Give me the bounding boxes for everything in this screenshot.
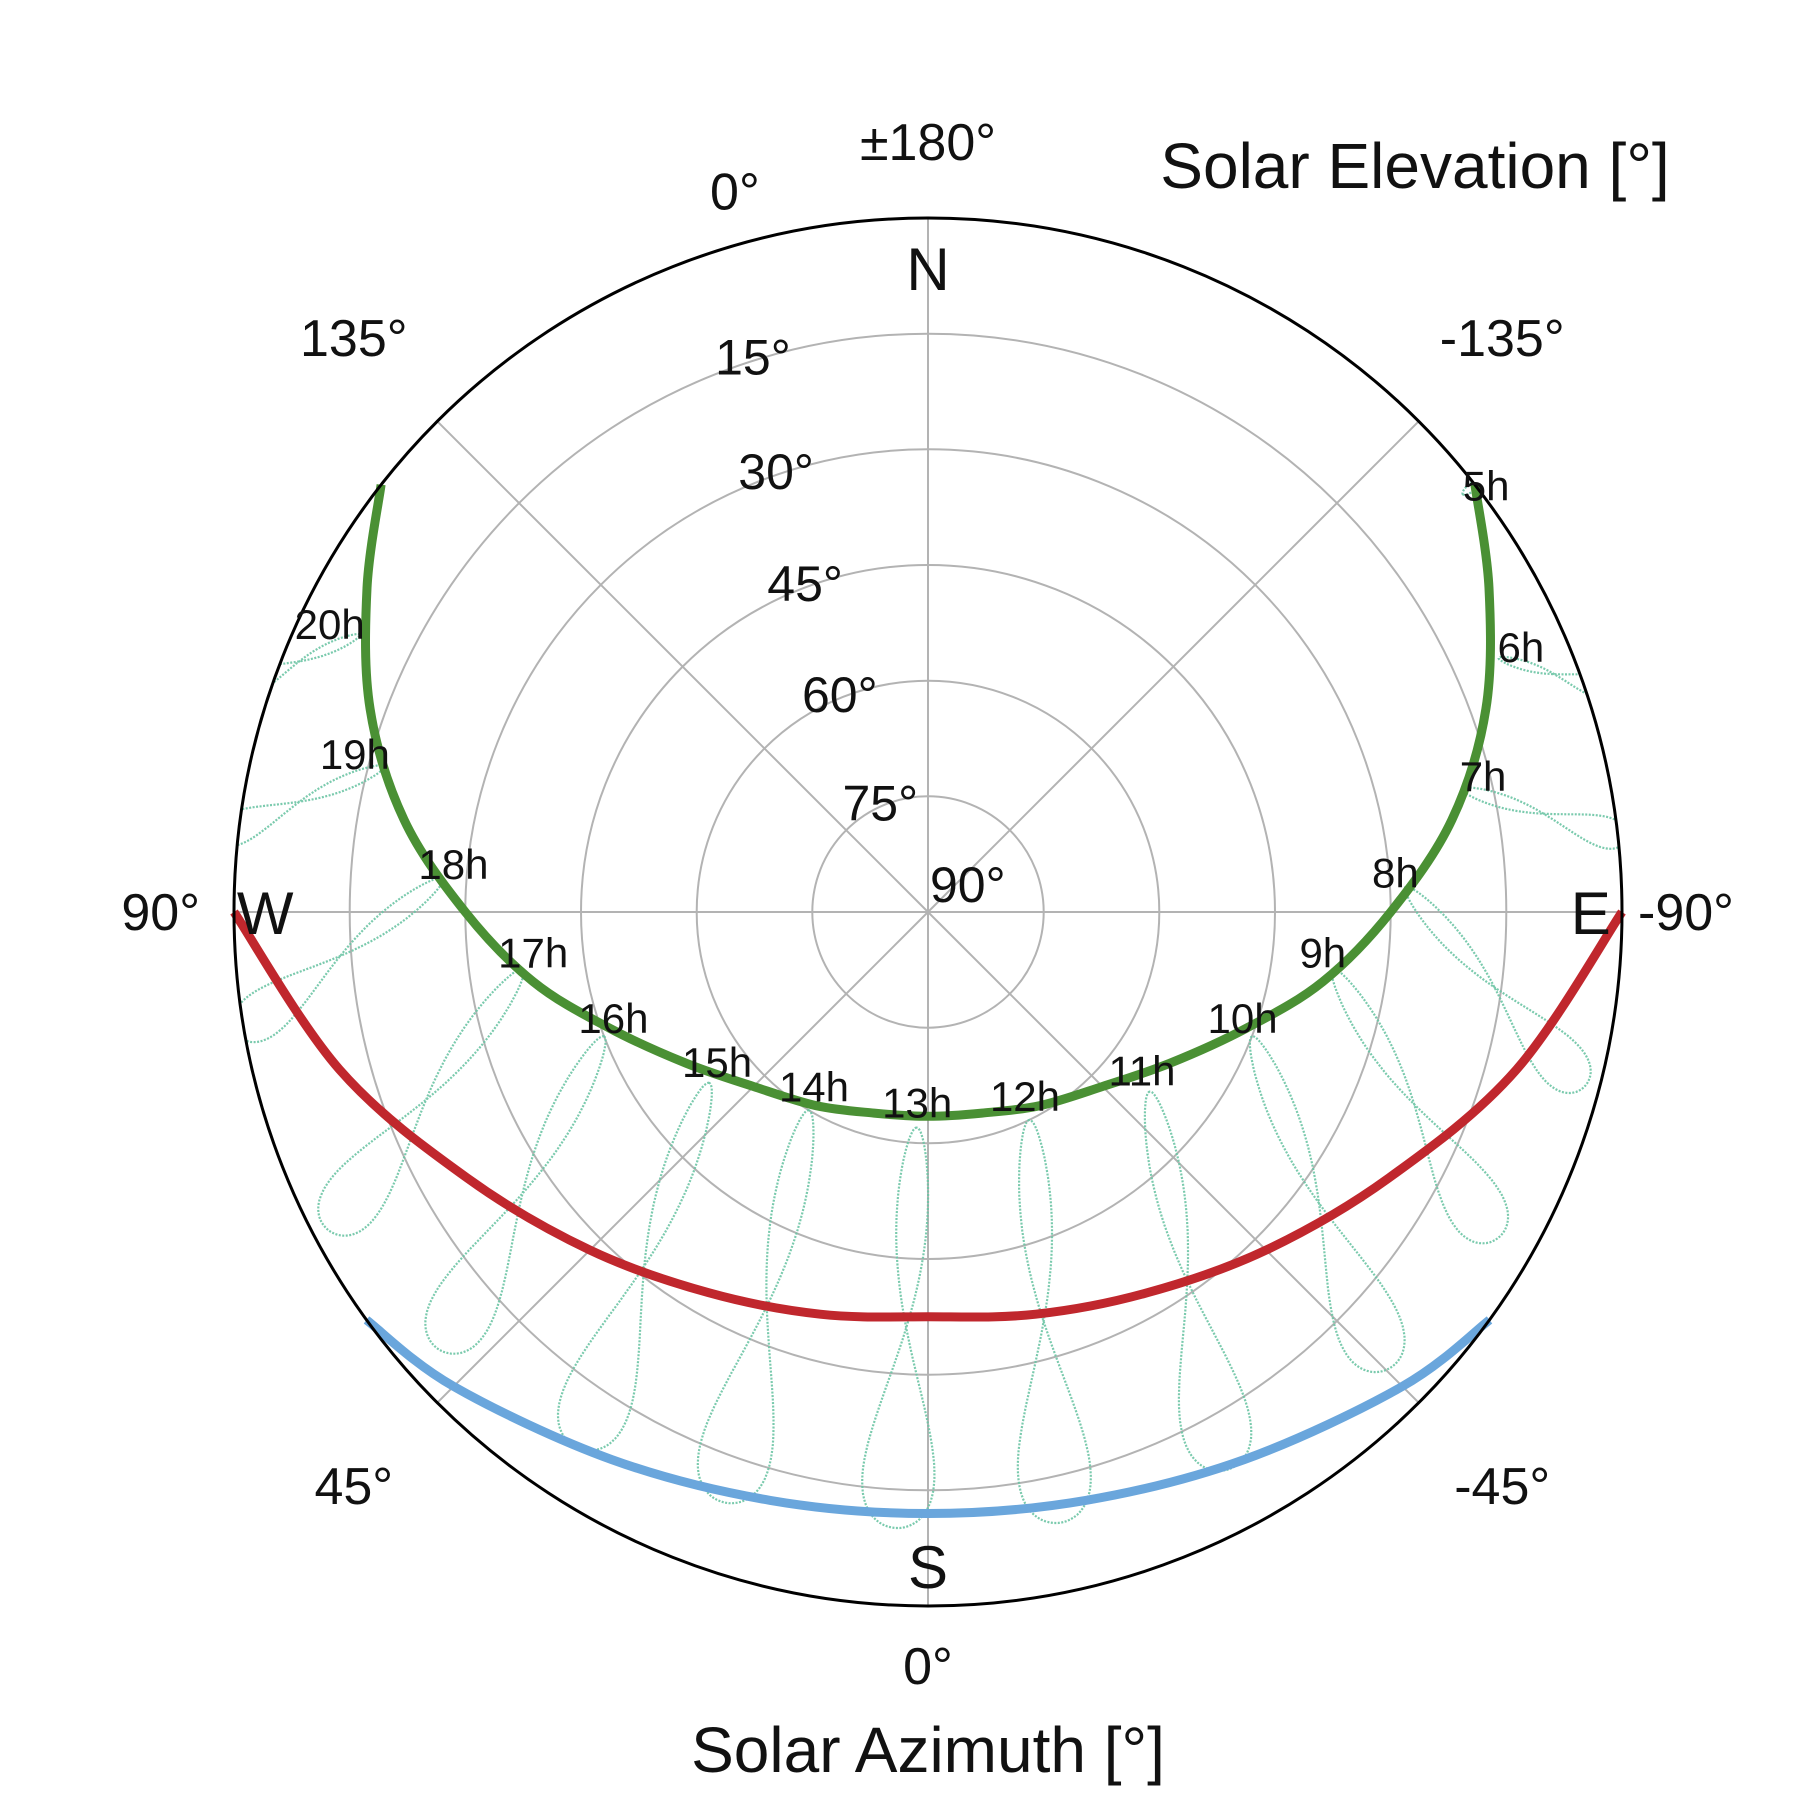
azimuth-label: -90° bbox=[1638, 884, 1734, 942]
sun-path-series bbox=[230, 484, 1626, 1519]
azimuth-label: 90° bbox=[121, 884, 200, 942]
sun-path-equinox bbox=[230, 909, 1626, 1322]
x-axis-label: Solar Azimuth [°] bbox=[691, 1714, 1165, 1786]
ring-label: 75° bbox=[842, 775, 918, 831]
compass-N: N bbox=[906, 236, 949, 303]
azimuth-label: -135° bbox=[1440, 310, 1565, 368]
analemma-9h bbox=[1330, 967, 1510, 1245]
azimuth-spoke bbox=[927, 911, 1420, 1404]
polar-grid bbox=[234, 218, 1622, 1606]
analemma-12h bbox=[1016, 1118, 1092, 1525]
compass-S: S bbox=[908, 1534, 948, 1601]
azimuth-label: 135° bbox=[300, 310, 408, 368]
azimuth-spoke bbox=[436, 911, 929, 1404]
ring-label: 90° bbox=[930, 857, 1006, 913]
hour-label-14h: 14h bbox=[779, 1064, 849, 1111]
hour-label-20h: 20h bbox=[295, 601, 365, 648]
hour-label-12h: 12h bbox=[990, 1073, 1060, 1120]
hour-label-11h: 11h bbox=[1109, 1047, 1176, 1094]
azimuth-label: 0° bbox=[710, 163, 760, 221]
analemma-10h bbox=[1248, 1035, 1406, 1374]
hour-label-8h: 8h bbox=[1372, 850, 1419, 897]
hour-label-10h: 10h bbox=[1208, 995, 1278, 1042]
azimuth-spoke bbox=[927, 420, 1420, 913]
ring-label: 60° bbox=[802, 667, 878, 723]
hour-label-16h: 16h bbox=[578, 995, 648, 1042]
horizon-boundary bbox=[232, 216, 1624, 1608]
chart-title: Solar Elevation [°] bbox=[1160, 130, 1669, 202]
azimuth-spoke bbox=[436, 420, 929, 913]
ring-label: 15° bbox=[715, 330, 791, 386]
hour-label-5h: 5h bbox=[1463, 462, 1510, 509]
hour-label-13h: 13h bbox=[882, 1080, 952, 1127]
analemma-17h bbox=[317, 967, 526, 1237]
analemma-16h bbox=[424, 1034, 607, 1355]
hour-label-6h: 6h bbox=[1498, 624, 1545, 671]
axis-labels: 15°30°45°60°75°90°0°45°90°135°±180°-135°… bbox=[121, 114, 1734, 1696]
hour-label-7h: 7h bbox=[1460, 753, 1507, 800]
analemma-7h bbox=[1460, 786, 1622, 850]
sun-path-summer bbox=[361, 484, 1495, 1121]
hour-label-15h: 15h bbox=[682, 1039, 752, 1086]
analemma-13h bbox=[861, 1126, 936, 1530]
ring-label: 30° bbox=[738, 444, 814, 500]
azimuth-label: 0° bbox=[903, 1638, 953, 1696]
analemma-19h bbox=[234, 764, 386, 848]
azimuth-label: 45° bbox=[314, 1458, 393, 1516]
sun-path-winter bbox=[363, 1316, 1493, 1519]
hour-label-19h: 19h bbox=[320, 731, 390, 778]
azimuth-label: ±180° bbox=[860, 114, 996, 172]
analemma-8h bbox=[1403, 885, 1592, 1095]
hour-label-18h: 18h bbox=[418, 841, 488, 888]
azimuth-label: -45° bbox=[1454, 1458, 1550, 1516]
compass-W: W bbox=[237, 880, 294, 947]
compass-E: E bbox=[1571, 880, 1611, 947]
ring-label: 45° bbox=[767, 556, 843, 612]
hour-label-9h: 9h bbox=[1299, 930, 1346, 977]
hour-label-17h: 17h bbox=[498, 930, 568, 977]
